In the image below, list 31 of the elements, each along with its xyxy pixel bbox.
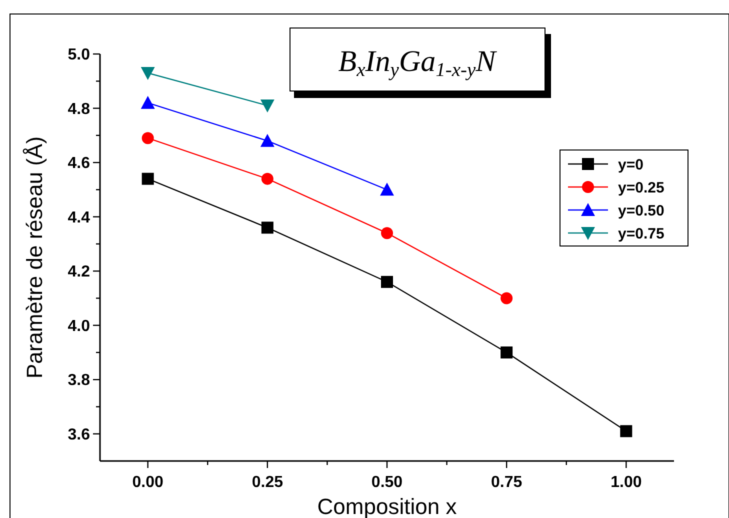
x-tick-label: 0.00: [132, 474, 164, 491]
x-tick-label: 0.25: [252, 474, 284, 491]
y-tick-label: 4.6: [68, 155, 90, 172]
legend-label: y=0.25: [618, 179, 664, 196]
y-tick-label: 3.6: [68, 426, 90, 444]
point: [620, 425, 632, 438]
point: [381, 276, 393, 288]
legend-label: y=0.75: [618, 225, 664, 242]
y-tick-label: 4.4: [68, 209, 90, 226]
point: [500, 292, 513, 304]
chart-title: B$_{x}$In$_{y}$Ga$_{1-x-y}$N: [338, 45, 498, 81]
x-tick-label: 1.00: [610, 474, 642, 491]
legend-label: y=0.50: [618, 202, 664, 220]
y-tick-label: 4.0: [68, 318, 90, 335]
y-tick-label: 3.8: [68, 372, 90, 390]
y-tick-label: 5.0: [68, 46, 90, 64]
point: [140, 96, 155, 109]
y-tick-label: 4.8: [68, 100, 90, 118]
point: [380, 182, 394, 196]
point: [142, 172, 154, 185]
y-axis-title: Paramètre de réseau (Å): [22, 136, 47, 379]
x-tick-label: 0.75: [491, 474, 522, 491]
point: [500, 346, 513, 358]
point: [261, 222, 274, 234]
legend-label: y=0: [618, 156, 644, 174]
point: [381, 227, 393, 240]
point: [261, 172, 274, 185]
y-tick-label: 4.2: [68, 264, 90, 281]
x-tick-label: 0.50: [371, 474, 403, 491]
point: [260, 134, 274, 147]
point: [142, 132, 154, 144]
